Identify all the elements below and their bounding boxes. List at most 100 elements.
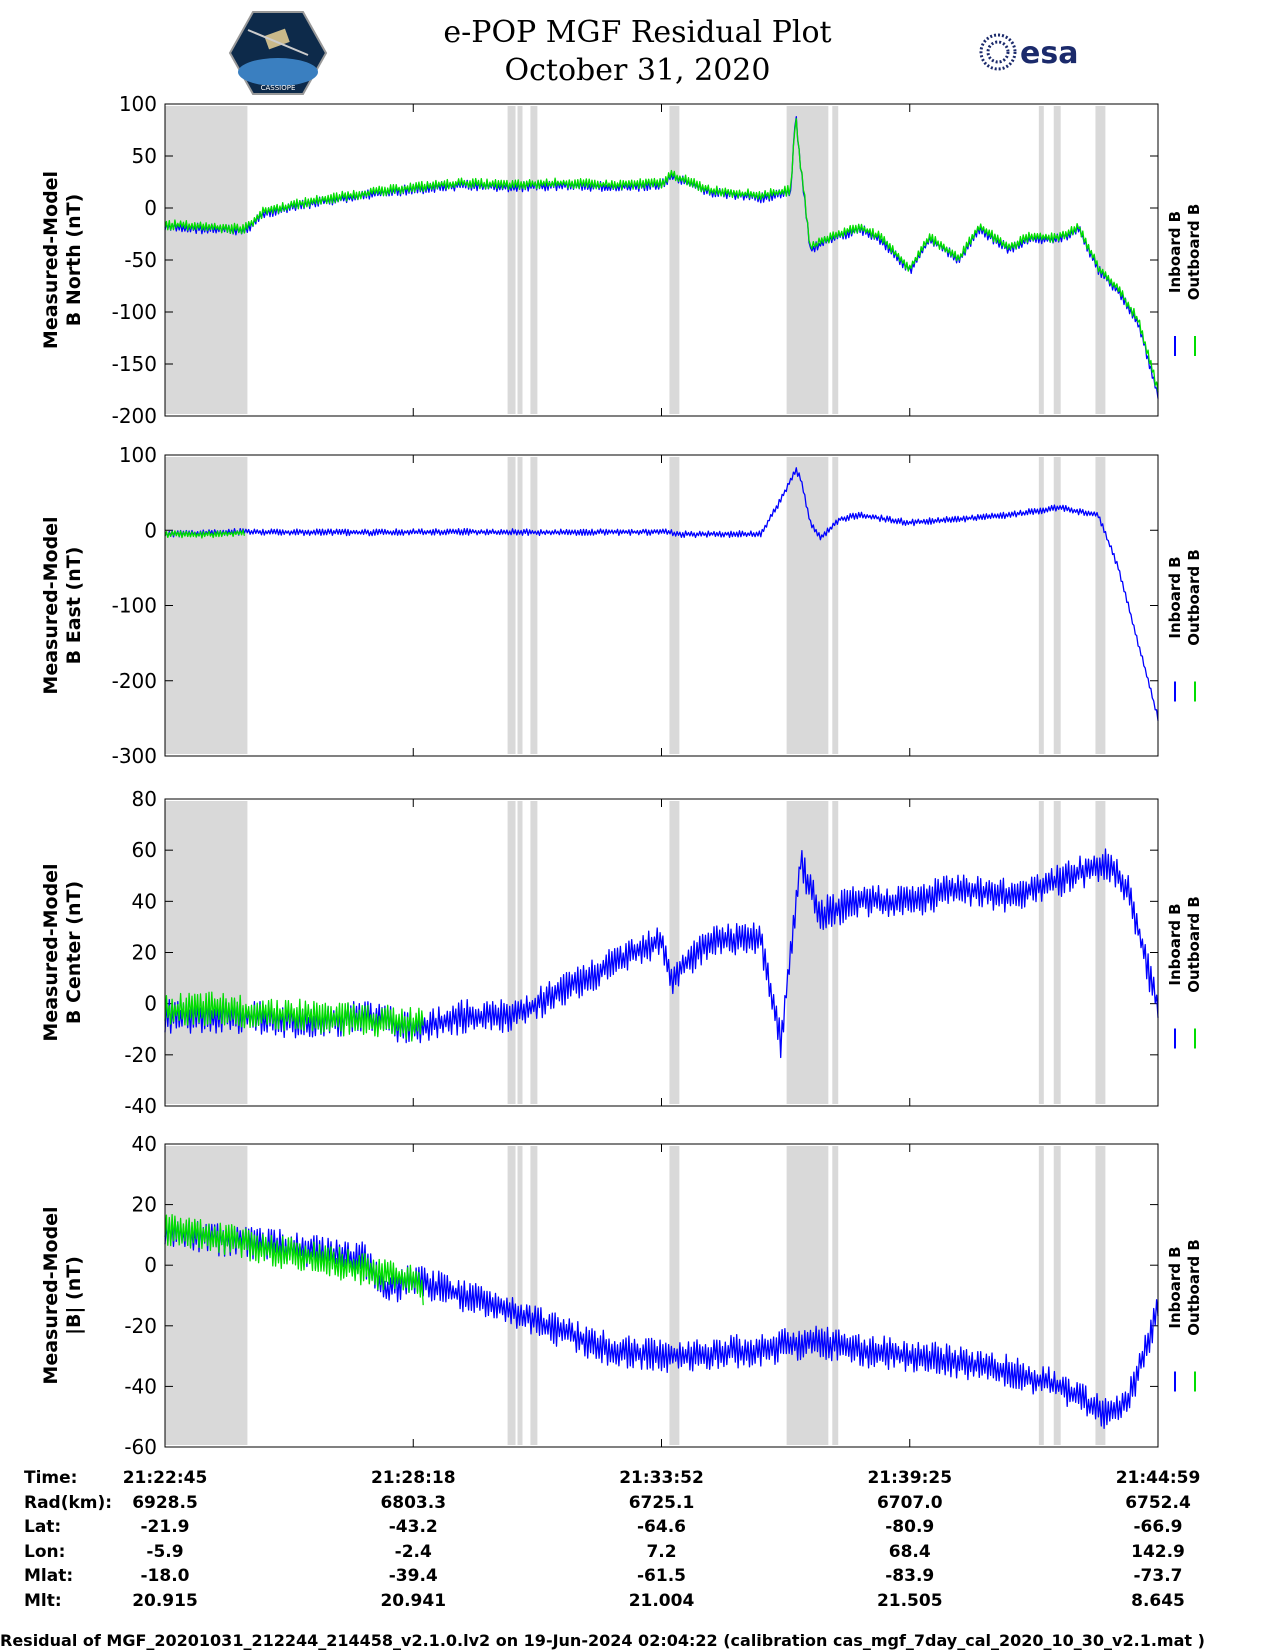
legend-outboard-label: Outboard B xyxy=(1185,1239,1203,1336)
axes-frame xyxy=(164,1143,1159,1448)
y-tick-label: -100 xyxy=(112,300,157,324)
shaded-interval xyxy=(786,106,829,414)
shaded-interval xyxy=(832,106,839,414)
legend-outboard-label: Outboard B xyxy=(1185,204,1203,301)
info-value: 7.2 xyxy=(646,1541,677,1562)
info-value: -80.9 xyxy=(885,1517,935,1537)
y-axis-label: B Center (nT) xyxy=(63,881,85,1024)
shaded-interval xyxy=(507,1146,516,1445)
y-tick-label: -20 xyxy=(124,1043,157,1067)
info-row-label: Mlat: xyxy=(24,1566,74,1586)
info-row-label: Rad(km): xyxy=(24,1492,113,1513)
shaded-interval xyxy=(786,801,829,1104)
shaded-interval xyxy=(786,457,829,754)
orbit-info-table: Time: Rad(km): Lat: Lon: Mlat: Mlt: 21:22:45 69… xyxy=(0,1468,1275,1618)
y-axis-label: Measured-Model xyxy=(40,516,62,694)
info-value: -21.9 xyxy=(140,1517,190,1537)
axes-frame xyxy=(164,798,1159,1107)
y-axis-label: Measured-Model xyxy=(40,863,62,1041)
legend-outboard-label: Outboard B xyxy=(1185,896,1203,993)
info-value: -73.7 xyxy=(1133,1566,1183,1586)
shaded-interval xyxy=(832,1146,839,1445)
y-tick-label: -50 xyxy=(124,248,157,272)
outboard-trace xyxy=(164,991,424,1042)
y-axis-label: Measured-Model xyxy=(40,1206,62,1384)
shaded-interval xyxy=(832,801,839,1104)
info-value: -43.2 xyxy=(388,1517,438,1537)
info-value: 21:44:59 xyxy=(1115,1468,1201,1488)
legend-inboard-label: Inboard B xyxy=(1166,903,1184,985)
info-row-label: Lat: xyxy=(24,1517,62,1537)
info-value: 8.645 xyxy=(1131,1590,1185,1611)
title-line-1: e-POP MGF Residual Plot xyxy=(443,15,832,50)
shaded-interval xyxy=(1053,457,1061,754)
shaded-interval xyxy=(517,801,523,1104)
info-row-label: Time: xyxy=(24,1468,78,1488)
y-tick-label: 60 xyxy=(132,838,157,862)
info-value: -66.9 xyxy=(1133,1517,1183,1537)
shaded-interval xyxy=(669,457,680,754)
y-tick-label: -150 xyxy=(112,352,157,376)
info-value: -5.9 xyxy=(146,1541,184,1562)
info-value: 21:28:18 xyxy=(370,1468,456,1488)
info-value: 21:39:25 xyxy=(867,1468,953,1488)
y-tick-label: -60 xyxy=(124,1435,157,1459)
shaded-interval xyxy=(669,801,680,1104)
shaded-interval xyxy=(517,457,523,754)
info-value: 21:22:45 xyxy=(122,1468,208,1488)
y-tick-label: -300 xyxy=(112,744,157,768)
footer-caption: Residual of MGF_20201031_212244_214458_v… xyxy=(0,1631,1205,1650)
shaded-interval xyxy=(1038,106,1044,414)
info-value: -39.4 xyxy=(388,1566,438,1586)
info-value: -64.6 xyxy=(637,1517,686,1537)
shaded-interval xyxy=(165,801,248,1104)
info-value: 21.004 xyxy=(628,1590,695,1611)
y-tick-label: 0 xyxy=(144,992,157,1016)
shaded-interval xyxy=(1095,106,1106,414)
legend-inboard-label: Inboard B xyxy=(1166,1246,1184,1328)
info-value: -83.9 xyxy=(885,1566,935,1586)
info-value: 6803.3 xyxy=(380,1492,447,1513)
shaded-interval xyxy=(517,106,523,414)
legend-inboard-label: Inboard B xyxy=(1166,556,1184,638)
info-value: 21.505 xyxy=(876,1590,943,1611)
shaded-interval xyxy=(507,106,516,414)
esa-logo-text: esa xyxy=(1020,36,1078,71)
shaded-interval xyxy=(165,457,248,754)
shaded-interval xyxy=(530,106,538,414)
y-tick-label: 0 xyxy=(144,1253,157,1277)
info-value: 20.915 xyxy=(132,1590,198,1611)
outboard-trace xyxy=(164,118,1159,393)
info-value: 20.941 xyxy=(380,1590,447,1611)
info-value: 142.9 xyxy=(1131,1541,1185,1562)
info-value: 6707.0 xyxy=(876,1492,943,1513)
y-axis-label: |B| (nT) xyxy=(63,1256,85,1335)
y-tick-label: 20 xyxy=(132,1193,157,1217)
y-tick-label: -200 xyxy=(112,669,157,693)
shaded-interval xyxy=(1053,1146,1061,1445)
y-tick-label: 100 xyxy=(119,92,157,116)
axes-frame xyxy=(164,454,1159,757)
outboard-trace xyxy=(164,529,246,539)
y-axis-label: B East (nT) xyxy=(63,547,85,665)
inboard-trace xyxy=(164,116,1159,399)
shaded-interval xyxy=(507,801,516,1104)
info-value: 6752.4 xyxy=(1125,1492,1191,1513)
shaded-interval xyxy=(530,1146,538,1445)
y-tick-label: 40 xyxy=(132,1132,157,1156)
y-tick-label: 0 xyxy=(144,196,157,220)
cassiope-logo-icon: CASSIOPE xyxy=(228,11,328,95)
info-row-label: Lon: xyxy=(24,1541,66,1562)
info-value: -18.0 xyxy=(140,1566,190,1586)
shaded-interval xyxy=(786,1146,829,1445)
y-tick-label: -40 xyxy=(124,1374,157,1398)
y-tick-label: 100 xyxy=(119,443,157,467)
y-tick-label: 80 xyxy=(132,787,157,811)
legend-inboard-label: Inboard B xyxy=(1166,211,1184,293)
shaded-interval xyxy=(1053,801,1061,1104)
y-tick-label: -200 xyxy=(112,404,157,428)
shaded-interval xyxy=(1095,801,1106,1104)
info-value: 6928.5 xyxy=(132,1492,198,1513)
y-tick-label: 40 xyxy=(132,889,157,913)
